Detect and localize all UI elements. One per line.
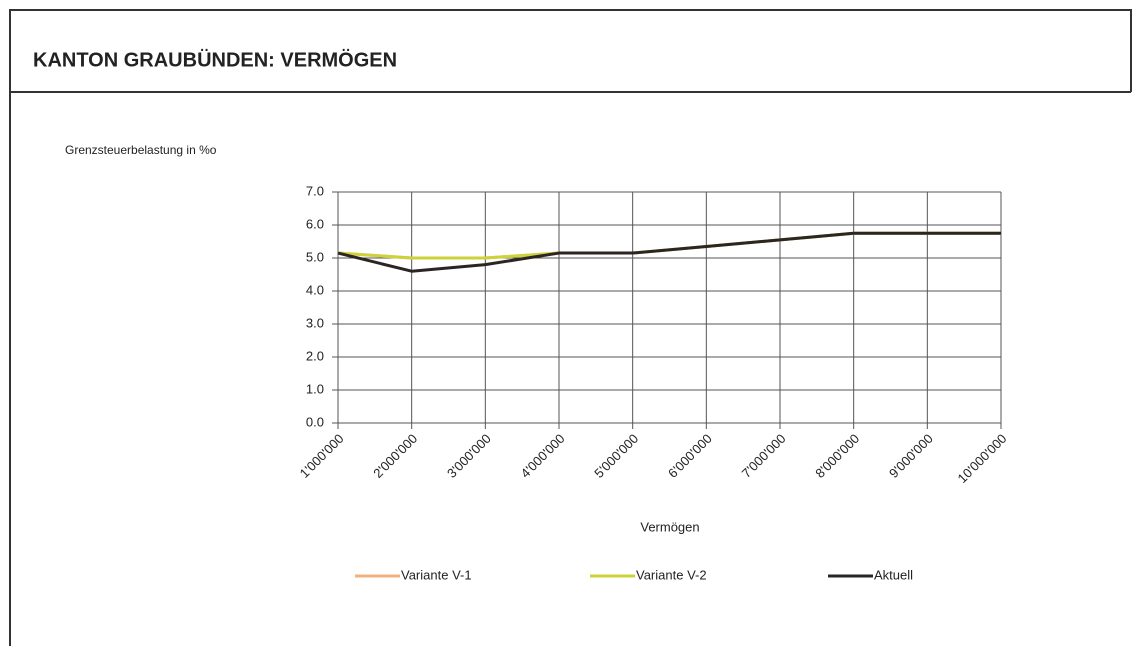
y-tick-label: 3.0 (306, 315, 324, 330)
y-tick-label: 4.0 (306, 282, 324, 297)
series-line (337, 231, 1001, 273)
chart-title: KANTON GRAUBÜNDEN: VERMÖGEN (33, 48, 397, 71)
y-axis-label: Grenzsteuerbelastung in %o (65, 143, 217, 157)
x-tick-label: 10'000'000 (955, 431, 1010, 486)
x-tick-label: 5'000'000 (591, 431, 641, 481)
legend-label: Variante V-1 (401, 567, 472, 582)
legend-label: Aktuell (874, 567, 913, 582)
x-tick-label: 9'000'000 (886, 431, 936, 481)
x-tick-label: 7'000'000 (739, 431, 789, 481)
x-tick-label: 3'000'000 (444, 431, 494, 481)
series-line (337, 231, 1001, 260)
x-axis-label: Vermögen (640, 519, 699, 534)
y-tick-label: 6.0 (306, 216, 324, 231)
x-tick-label: 1'000'000 (297, 431, 347, 481)
legend-label: Variante V-2 (636, 567, 707, 582)
series-line (337, 231, 1001, 260)
y-tick-label: 0.0 (306, 414, 324, 429)
frame (9, 9, 1132, 646)
x-tick-label: 2'000'000 (370, 431, 420, 481)
x-tick-label: 8'000'000 (812, 431, 862, 481)
x-tick-label: 4'000'000 (518, 431, 568, 481)
y-tick-label: 5.0 (306, 249, 324, 264)
y-tick-label: 1.0 (306, 381, 324, 396)
y-tick-label: 2.0 (306, 348, 324, 363)
x-tick-label: 6'000'000 (665, 431, 715, 481)
y-tick-label: 7.0 (306, 183, 324, 198)
